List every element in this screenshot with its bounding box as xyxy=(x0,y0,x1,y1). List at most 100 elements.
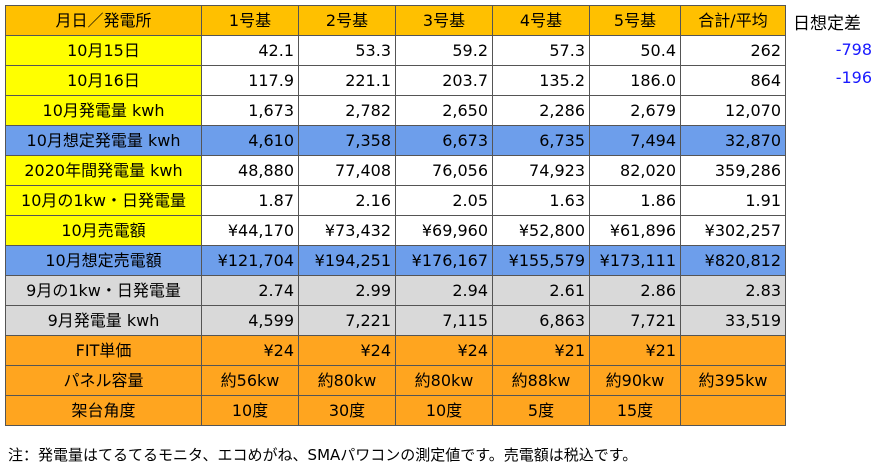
table-cell: ¥820,812 xyxy=(680,245,786,276)
table-cell: 7,494 xyxy=(589,125,681,156)
row-label: 10月売電額 xyxy=(5,215,202,246)
table-cell: 2.86 xyxy=(589,275,681,306)
table-cell: 2.74 xyxy=(201,275,299,306)
table-cell: 7,221 xyxy=(298,305,396,336)
daily-estimate-diff-title: 日想定差 xyxy=(793,14,861,34)
table-cell: 32,870 xyxy=(680,125,786,156)
table-cell: 5度 xyxy=(492,395,590,426)
table-cell: 33,519 xyxy=(680,305,786,336)
daily-estimate-diff-value: -196 xyxy=(835,68,872,87)
table-cell: 1.91 xyxy=(680,185,786,216)
table-cell: 6,735 xyxy=(492,125,590,156)
table-cell: ¥21 xyxy=(492,335,590,366)
table-cell: 53.3 xyxy=(298,35,396,66)
table-cell: ¥194,251 xyxy=(298,245,396,276)
table-row: 10月想定売電額 ¥121,704 ¥194,251 ¥176,167 ¥155,579… xyxy=(5,245,786,276)
table-cell: 4,599 xyxy=(201,305,299,336)
table-cell: ¥24 xyxy=(298,335,396,366)
table-cell: 221.1 xyxy=(298,65,396,96)
row-label: 10月の1kw・日発電量 xyxy=(5,185,202,216)
table-cell: 1,673 xyxy=(201,95,299,126)
table-cell: 50.4 xyxy=(589,35,681,66)
column-header: 合計/平均 xyxy=(680,5,786,36)
table-cell: 2,650 xyxy=(395,95,493,126)
table-cell: 1.86 xyxy=(589,185,681,216)
table-cell: 約80kw xyxy=(298,365,396,396)
table-cell: ¥24 xyxy=(201,335,299,366)
table-row: 10月16日 117.9 221.1 203.7 135.2 186.0 864 xyxy=(5,65,786,96)
table-cell: 10度 xyxy=(201,395,299,426)
table-cell: ¥155,579 xyxy=(492,245,590,276)
table-cell: 15度 xyxy=(589,395,681,426)
daily-estimate-diff-value: -798 xyxy=(835,40,872,59)
table-cell: 10度 xyxy=(395,395,493,426)
table-cell: ¥24 xyxy=(395,335,493,366)
table-cell: ¥61,896 xyxy=(589,215,681,246)
row-label: 9月発電量 kwh xyxy=(5,305,202,336)
table-row: 2020年間発電量 kwh 48,880 77,408 76,056 74,923 82,… xyxy=(5,155,786,186)
table-cell: 76,056 xyxy=(395,155,493,186)
table-cell: 2.05 xyxy=(395,185,493,216)
table-cell: ¥21 xyxy=(589,335,681,366)
table-cell: 117.9 xyxy=(201,65,299,96)
row-label: 10月15日 xyxy=(5,35,202,66)
column-header: 5号基 xyxy=(589,5,681,36)
table-cell: ¥73,432 xyxy=(298,215,396,246)
table-cell: 2.83 xyxy=(680,275,786,306)
column-header: 4号基 xyxy=(492,5,590,36)
table-cell: 2.99 xyxy=(298,275,396,306)
table-cell: 186.0 xyxy=(589,65,681,96)
footnote: 注：発電量はてるてるモニタ、エコめがね、SMAパワコンの測定値です。売電額は税込… xyxy=(8,446,638,464)
table-cell: 約90kw xyxy=(589,365,681,396)
table-cell xyxy=(680,335,786,366)
row-label: 10月想定売電額 xyxy=(5,245,202,276)
table-cell: 262 xyxy=(680,35,786,66)
table-cell: ¥69,960 xyxy=(395,215,493,246)
row-label: 9月の1kw・日発電量 xyxy=(5,275,202,306)
table-cell: 30度 xyxy=(298,395,396,426)
table-cell: 12,070 xyxy=(680,95,786,126)
table-cell: 1.87 xyxy=(201,185,299,216)
row-label: 10月16日 xyxy=(5,65,202,96)
table-cell: 7,721 xyxy=(589,305,681,336)
row-label: 架台角度 xyxy=(5,395,202,426)
table-cell: 59.2 xyxy=(395,35,493,66)
table-row: 架台角度 10度 30度 10度 5度 15度 xyxy=(5,395,786,426)
column-header: 2号基 xyxy=(298,5,396,36)
table-cell: 1.63 xyxy=(492,185,590,216)
table-cell: 2,782 xyxy=(298,95,396,126)
table-cell: 約395kw xyxy=(680,365,786,396)
table-cell: 359,286 xyxy=(680,155,786,186)
column-header: 1号基 xyxy=(201,5,299,36)
row-label: FIT単価 xyxy=(5,335,202,366)
table-cell: 7,115 xyxy=(395,305,493,336)
row-label: 10月発電量 kwh xyxy=(5,95,202,126)
table-cell: 4,610 xyxy=(201,125,299,156)
power-generation-table: 月日／発電所 1号基 2号基 3号基 4号基 5号基 合計/平均 10月15日 42.1 53.3… xyxy=(5,5,786,426)
table-cell: 48,880 xyxy=(201,155,299,186)
table-cell: 42.1 xyxy=(201,35,299,66)
table-cell: 7,358 xyxy=(298,125,396,156)
column-header: 3号基 xyxy=(395,5,493,36)
table-cell: ¥302,257 xyxy=(680,215,786,246)
row-label: 10月想定発電量 kwh xyxy=(5,125,202,156)
table-cell: 74,923 xyxy=(492,155,590,186)
table-cell: ¥44,170 xyxy=(201,215,299,246)
table-row: パネル容量 約56kw 約80kw 約80kw 約88kw 約90kw 約395kw xyxy=(5,365,786,396)
table-row: 10月の1kw・日発電量 1.87 2.16 2.05 1.63 1.86 1.91 xyxy=(5,185,786,216)
table-cell: 2,679 xyxy=(589,95,681,126)
table-row: FIT単価 ¥24 ¥24 ¥24 ¥21 ¥21 xyxy=(5,335,786,366)
table-cell: 2,286 xyxy=(492,95,590,126)
table-row: 10月想定発電量 kwh 4,610 7,358 6,673 6,735 7,494 32,… xyxy=(5,125,786,156)
table-cell: 203.7 xyxy=(395,65,493,96)
table-row: 10月発電量 kwh 1,673 2,782 2,650 2,286 2,679 12,07… xyxy=(5,95,786,126)
table-cell: 約56kw xyxy=(201,365,299,396)
table-cell: 57.3 xyxy=(492,35,590,66)
table-cell: ¥121,704 xyxy=(201,245,299,276)
table-row: 9月の1kw・日発電量 2.74 2.99 2.94 2.61 2.86 2.83 xyxy=(5,275,786,306)
table-cell: 2.16 xyxy=(298,185,396,216)
table-cell: ¥52,800 xyxy=(492,215,590,246)
table-cell: 2.61 xyxy=(492,275,590,306)
table-cell: ¥176,167 xyxy=(395,245,493,276)
table-cell: 77,408 xyxy=(298,155,396,186)
